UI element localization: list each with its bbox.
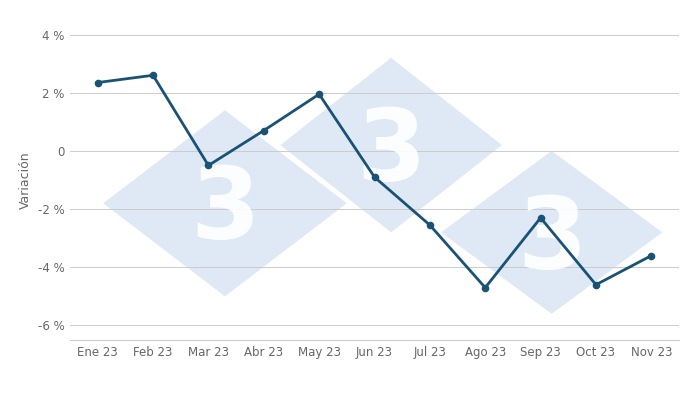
Polygon shape (281, 58, 502, 232)
Point (590, 282, 601, 288)
Point (92, 79, 104, 86)
Polygon shape (441, 151, 662, 314)
Y-axis label: Variación: Variación (19, 151, 32, 209)
Text: 3: 3 (190, 164, 260, 260)
Polygon shape (103, 110, 346, 296)
Point (369, 174, 380, 180)
Point (535, 215, 546, 221)
Point (480, 284, 491, 291)
Text: 3: 3 (356, 105, 426, 202)
Point (148, 72, 159, 78)
Point (258, 127, 270, 134)
Point (424, 222, 435, 228)
Point (203, 162, 214, 169)
Point (314, 91, 325, 97)
Point (645, 252, 657, 259)
Text: 3: 3 (517, 192, 587, 290)
